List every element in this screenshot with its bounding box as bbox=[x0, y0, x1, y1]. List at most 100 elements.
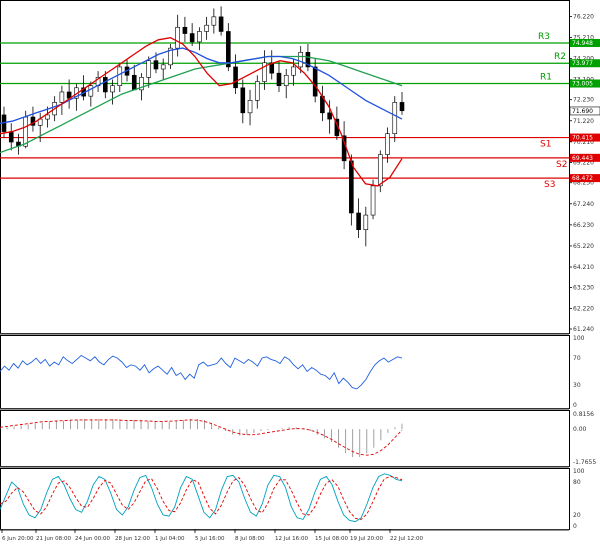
candle-body bbox=[226, 31, 231, 68]
stoch-tick-label: 0 bbox=[573, 523, 577, 530]
ma-blue-line bbox=[0, 47, 403, 124]
x-tick-label: 19 Jul 20:00 bbox=[350, 536, 383, 542]
candle-body bbox=[283, 74, 289, 87]
x-tick-label: 12 Jul 16:00 bbox=[275, 536, 308, 542]
rsi-tick-label: 70 bbox=[573, 355, 581, 362]
candle-body bbox=[204, 24, 209, 32]
ma-green-line bbox=[0, 55, 403, 154]
x-tick-label: 8 Jul 08:00 bbox=[235, 536, 265, 542]
candle-body bbox=[298, 52, 303, 68]
x-tick-label: 1 Jul 04:00 bbox=[155, 536, 185, 542]
candle-body bbox=[88, 85, 94, 97]
candle-body bbox=[211, 16, 217, 26]
current-price-box bbox=[569, 106, 600, 116]
candle-body bbox=[327, 112, 332, 120]
level-name-s3: S3 bbox=[544, 180, 555, 190]
level-name-r3: R3 bbox=[538, 32, 550, 42]
price-tick-label: 64.210 bbox=[573, 264, 594, 271]
candle-body bbox=[8, 131, 14, 143]
candle-body bbox=[182, 26, 188, 34]
candle-body bbox=[59, 91, 65, 103]
candle-body bbox=[276, 72, 282, 87]
macd-tick-label: 0.00 bbox=[573, 426, 587, 433]
stoch-d-line bbox=[0, 476, 403, 520]
candle-body bbox=[23, 116, 29, 147]
candle-body bbox=[356, 212, 361, 230]
level-price-label: 73.977 bbox=[572, 60, 593, 67]
level-price-box bbox=[570, 174, 600, 183]
x-tick-label: 28 Jun 12:00 bbox=[115, 536, 150, 542]
rsi-panel: 100 70 30 0 bbox=[0, 335, 585, 409]
candle-body bbox=[189, 33, 195, 43]
candle-body bbox=[399, 102, 405, 112]
level-price-box bbox=[570, 79, 600, 88]
price-tick-label: 65.220 bbox=[573, 243, 594, 250]
x-tick-label: 5 Jul 16:00 bbox=[195, 536, 225, 542]
panel-frame-macd bbox=[0, 410, 570, 467]
level-price-label: 68.472 bbox=[572, 175, 593, 182]
candle-body bbox=[146, 60, 152, 78]
candle-body bbox=[349, 160, 354, 214]
candle-body bbox=[45, 114, 50, 120]
rsi-line bbox=[0, 354, 403, 390]
level-price-box bbox=[570, 59, 600, 68]
macd-panel: 0.8156 0.00 -1.7655 bbox=[0, 411, 596, 466]
panel-frame-rsi bbox=[0, 335, 570, 409]
candle-body bbox=[175, 26, 180, 49]
price-tick-label: 76.220 bbox=[573, 13, 594, 20]
candle-body bbox=[233, 66, 238, 89]
rsi-tick-label: 100 bbox=[573, 335, 585, 342]
stoch-tick-label: 80 bbox=[573, 479, 581, 486]
current-price-label: 71.690 bbox=[572, 108, 593, 115]
level-price-label: 69.443 bbox=[572, 155, 593, 162]
candle-body bbox=[269, 62, 275, 74]
candle-body bbox=[254, 81, 260, 101]
level-name-r2: R2 bbox=[554, 52, 566, 62]
level-price-label: 74.948 bbox=[572, 40, 593, 47]
candle-body bbox=[291, 66, 296, 76]
x-tick-label: 21 Jun 08:00 bbox=[36, 536, 71, 542]
price-tick-label: 74.200 bbox=[573, 56, 594, 63]
candle-body bbox=[262, 62, 267, 82]
x-tick-label: 6 Jun 20:00 bbox=[2, 536, 34, 542]
level-price-box bbox=[570, 38, 600, 47]
candle-body bbox=[139, 77, 144, 91]
price-tick-label: 67.240 bbox=[573, 201, 594, 208]
candle-body bbox=[197, 31, 202, 43]
candle-body bbox=[168, 47, 173, 66]
candle-body bbox=[160, 64, 166, 70]
rsi-tick-label: 30 bbox=[573, 382, 581, 389]
level-name-s1: S1 bbox=[540, 140, 551, 150]
level-price-box bbox=[570, 153, 600, 162]
candle-body bbox=[30, 116, 36, 126]
candle-body bbox=[363, 214, 369, 230]
x-axis: 6 Jun 20:00 21 Jun 08:00 24 Jun 00:00 28 Ju… bbox=[1, 529, 423, 542]
price-tick-label: 68.250 bbox=[573, 180, 594, 187]
candle-body bbox=[240, 87, 246, 114]
macd-tick-label: 0.8156 bbox=[573, 411, 594, 418]
level-price-label: 73.005 bbox=[572, 81, 593, 88]
candle-body bbox=[392, 102, 398, 134]
panel-frame-price bbox=[0, 0, 570, 334]
level-name-s2: S2 bbox=[556, 160, 567, 170]
price-tick-label: 72.230 bbox=[573, 97, 594, 104]
price-tick-label: 62.220 bbox=[573, 306, 594, 313]
candle-body bbox=[131, 74, 137, 91]
price-tick-label: 61.240 bbox=[573, 326, 594, 333]
rsi-tick-label: 0 bbox=[573, 402, 577, 409]
candle-body bbox=[153, 60, 159, 70]
panel-frame-stoch bbox=[0, 468, 570, 530]
price-tick-label: 66.230 bbox=[573, 222, 594, 229]
level-name-r1: R1 bbox=[540, 73, 552, 83]
candle-body bbox=[247, 100, 253, 114]
level-price-label: 70.415 bbox=[572, 135, 593, 142]
price-tick-label: 75.210 bbox=[573, 35, 594, 42]
candle-body bbox=[385, 133, 390, 155]
stoch-tick-label: 20 bbox=[573, 512, 581, 519]
candle-body bbox=[312, 66, 318, 97]
stoch-tick-label: 100 bbox=[573, 468, 585, 475]
ma-red-line bbox=[0, 37, 403, 187]
stoch-k-line bbox=[0, 473, 403, 523]
